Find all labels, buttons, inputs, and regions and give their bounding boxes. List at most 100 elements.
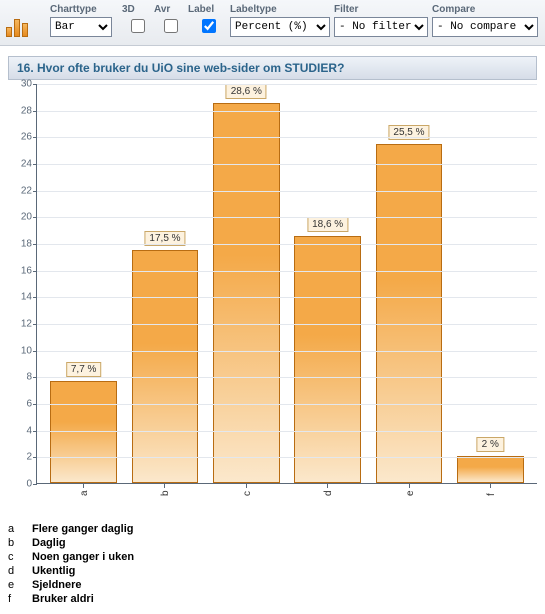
y-tick-label: 14 bbox=[21, 292, 32, 303]
legend-key: d bbox=[8, 564, 20, 578]
y-tick-mark bbox=[33, 324, 37, 325]
bar-column: 2 % bbox=[450, 84, 531, 483]
bar-column: 17,5 % bbox=[124, 84, 205, 483]
legend-key: a bbox=[8, 522, 20, 536]
bar: 17,5 % bbox=[132, 250, 199, 483]
legend-key: c bbox=[8, 550, 20, 564]
y-tick-mark bbox=[33, 457, 37, 458]
y-tick-mark bbox=[33, 377, 37, 378]
checkbox-avr[interactable] bbox=[164, 19, 178, 33]
checkbox-3d[interactable] bbox=[131, 19, 145, 33]
y-tick-label: 12 bbox=[21, 319, 32, 330]
filter-select[interactable]: - No filter - bbox=[334, 17, 428, 37]
bar-value-label: 2 % bbox=[477, 437, 504, 452]
x-tick-label: f bbox=[486, 493, 497, 496]
charttype-select[interactable]: Bar bbox=[50, 17, 112, 37]
chart-area: 024681012141618202224262830 7,7 %17,5 %2… bbox=[8, 84, 537, 484]
x-tick-mark bbox=[246, 484, 247, 488]
legend-key: f bbox=[8, 592, 20, 606]
labeltype-select[interactable]: Percent (%) bbox=[230, 17, 330, 37]
x-tick-mark bbox=[409, 484, 410, 488]
y-tick-mark bbox=[33, 271, 37, 272]
y-axis: 024681012141618202224262830 bbox=[8, 84, 36, 484]
x-tick: a bbox=[42, 484, 124, 504]
gridline bbox=[37, 164, 537, 165]
y-tick-label: 16 bbox=[21, 265, 32, 276]
toolbar-controls: Bar Percent (%) - No filter - - No compa… bbox=[6, 17, 539, 37]
y-tick-label: 28 bbox=[21, 105, 32, 116]
y-tick-mark bbox=[33, 351, 37, 352]
legend-text: Bruker aldri bbox=[32, 592, 94, 606]
y-tick-label: 0 bbox=[26, 479, 32, 490]
x-tick: b bbox=[124, 484, 206, 504]
chart-panel: 16. Hvor ofte bruker du UiO sine web-sid… bbox=[0, 46, 545, 614]
gridline bbox=[37, 191, 537, 192]
gridline bbox=[37, 431, 537, 432]
legend-row: dUkentlig bbox=[8, 564, 537, 578]
bar-column: 28,6 % bbox=[206, 84, 287, 483]
y-tick-label: 8 bbox=[26, 372, 32, 383]
gridline bbox=[37, 244, 537, 245]
legend-row: bDaglig bbox=[8, 536, 537, 550]
legend-text: Noen ganger i uken bbox=[32, 550, 134, 564]
y-tick-mark bbox=[33, 484, 37, 485]
checkbox-label[interactable] bbox=[202, 19, 216, 33]
y-tick-label: 2 bbox=[26, 452, 32, 463]
legend-row: a Flere ganger daglig bbox=[8, 522, 537, 536]
y-tick-label: 18 bbox=[21, 239, 32, 250]
charttype-icon-cell bbox=[6, 17, 50, 37]
legend-key: b bbox=[8, 536, 20, 550]
bar-value-label: 7,7 % bbox=[66, 362, 102, 377]
y-tick-mark bbox=[33, 137, 37, 138]
y-tick-mark bbox=[33, 431, 37, 432]
x-tick-label: a bbox=[79, 490, 90, 496]
gridline bbox=[37, 351, 537, 352]
label-charttype: Charttype bbox=[50, 4, 122, 15]
bar: 2 % bbox=[457, 456, 524, 483]
gridline bbox=[37, 324, 537, 325]
y-tick-label: 20 bbox=[21, 212, 32, 223]
bar: 28,6 % bbox=[213, 103, 280, 483]
plot-area: 7,7 %17,5 %28,6 %18,6 %25,5 %2 % bbox=[36, 84, 537, 484]
gridline bbox=[37, 137, 537, 138]
y-tick-label: 10 bbox=[21, 345, 32, 356]
gridline bbox=[37, 217, 537, 218]
bar-column: 18,6 % bbox=[287, 84, 368, 483]
y-tick-label: 6 bbox=[26, 399, 32, 410]
y-tick-mark bbox=[33, 84, 37, 85]
bar-chart-icon bbox=[6, 17, 28, 37]
x-tick-label: c bbox=[242, 491, 253, 496]
x-tick-label: d bbox=[323, 490, 334, 496]
y-tick-mark bbox=[33, 191, 37, 192]
legend-row: e Sjeldnere bbox=[8, 578, 537, 592]
y-tick-label: 30 bbox=[21, 79, 32, 90]
y-tick-mark bbox=[33, 217, 37, 218]
x-tick-mark bbox=[490, 484, 491, 488]
x-tick: c bbox=[205, 484, 287, 504]
x-tick-mark bbox=[83, 484, 84, 488]
legend-text: Sjeldnere bbox=[32, 578, 82, 592]
label-avr: Avr bbox=[154, 4, 188, 15]
toolbar-labels: Charttype 3D Avr Label Labeltype Filter … bbox=[6, 4, 539, 15]
compare-select[interactable]: - No compare - bbox=[432, 17, 538, 37]
x-tick: f bbox=[450, 484, 532, 504]
x-tick-label: b bbox=[160, 490, 171, 496]
x-tick-label: e bbox=[405, 490, 416, 496]
bar-column: 7,7 % bbox=[43, 84, 124, 483]
legend-text: Flere ganger daglig bbox=[32, 522, 133, 536]
bar-column: 25,5 % bbox=[368, 84, 449, 483]
bar: 18,6 % bbox=[294, 236, 361, 483]
y-tick-mark bbox=[33, 164, 37, 165]
gridline bbox=[37, 297, 537, 298]
bar-value-label: 18,6 % bbox=[307, 217, 348, 232]
bars-container: 7,7 %17,5 %28,6 %18,6 %25,5 %2 % bbox=[37, 84, 537, 483]
gridline bbox=[37, 111, 537, 112]
label-3d: 3D bbox=[122, 4, 154, 15]
y-tick-mark bbox=[33, 111, 37, 112]
x-tick-mark bbox=[327, 484, 328, 488]
legend-key: e bbox=[8, 578, 20, 592]
toolbar: Charttype 3D Avr Label Labeltype Filter … bbox=[0, 0, 545, 46]
checkbox-3d-cell bbox=[122, 19, 154, 36]
x-tick-mark bbox=[164, 484, 165, 488]
gridline bbox=[37, 84, 537, 85]
